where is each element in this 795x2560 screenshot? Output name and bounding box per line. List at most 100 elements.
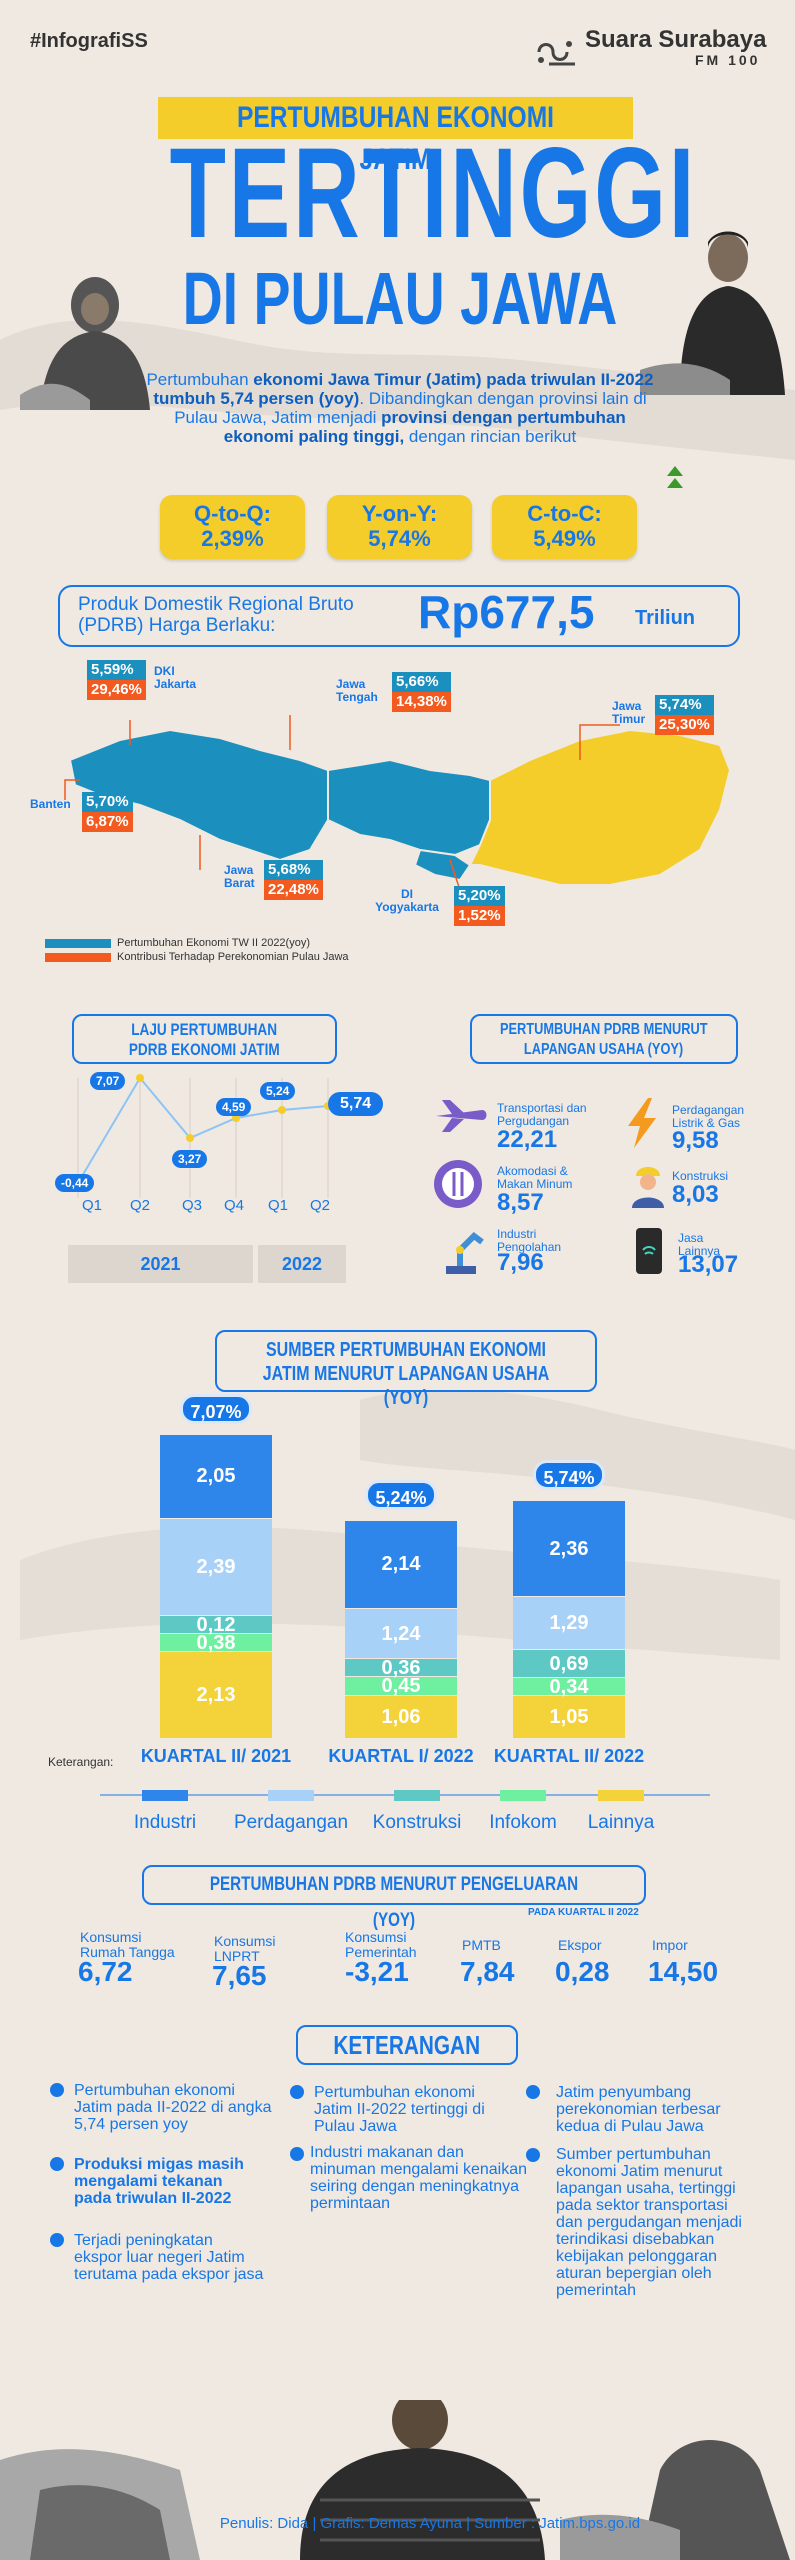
laju-quarter-label: Q4: [224, 1197, 245, 1214]
map-name-jateng: Jawa Tengah: [336, 677, 378, 704]
growth-yony-pill: Y-on-Y: 5,74%: [327, 495, 472, 559]
title-bottom: DI PULAU JAWA: [182, 257, 618, 340]
note-bullet: [50, 2233, 64, 2247]
spending-name: PMTB: [462, 1937, 501, 1953]
note-text: Pertumbuhan ekonomi Jatim II-2022 tertin…: [314, 2084, 485, 2135]
laju-line: [77, 1076, 329, 1184]
laju-value-badge: 7,07: [90, 1072, 126, 1090]
spending-name: Konsumsi Pemerintah: [345, 1929, 417, 1960]
note-text: Terjadi peningkatan ekspor luar negeri J…: [74, 2232, 264, 2283]
brand-name: Suara Surabaya: [585, 26, 767, 53]
note-text: Sumber pertumbuhan ekonomi Jatim menurut…: [556, 2146, 742, 2299]
spending-value: 14,50: [648, 1956, 719, 1987]
spending-name: Konsumsi LNPRT: [214, 1933, 276, 1964]
keterangan-section-title: KETERANGAN: [296, 2025, 518, 2065]
brand-frequency: FM 100: [695, 52, 761, 68]
laju-section-title: LAJU PERTUMBUHAN PDRB EKONOMI JATIM: [72, 1014, 337, 1064]
sector-name: Industri Pengolahan: [497, 1227, 562, 1254]
spending-value: 7,84: [460, 1956, 515, 1987]
double-up-arrow-icon: [667, 466, 683, 488]
spending-name: Ekspor: [558, 1937, 602, 1953]
laju-point: [278, 1106, 286, 1114]
map-label-jatim: 5,74% 25,30%: [655, 695, 714, 735]
pdrb-box: [58, 585, 740, 647]
note-text: Pertumbuhan ekonomi Jatim pada II-2022 d…: [74, 2082, 272, 2133]
map-name-diy: DI Yogyakarta: [375, 887, 439, 914]
suara-surabaya-logo-icon: [537, 41, 575, 66]
utensils-icon: [434, 1160, 482, 1208]
woman-photo-illustration: [20, 277, 150, 410]
legend-swatch-infokom: [500, 1790, 546, 1801]
laju-value-badge: -0,44: [55, 1174, 95, 1192]
spending-name: Impor: [652, 1937, 688, 1953]
intro-paragraph: Pertumbuhan ekonomi Jawa Timur (Jatim) p…: [146, 370, 654, 446]
map-label-banten: 5,70% 6,87%: [82, 792, 133, 832]
sector-name: Transportasi dan Pergudangan: [497, 1101, 587, 1128]
legend-label-infokom: Infokom: [489, 1812, 557, 1833]
sector-section-title: PERTUMBUHAN PDRB MENURUT LAPANGAN USAHA (…: [470, 1014, 738, 1064]
laju-quarter-label: Q2: [130, 1197, 151, 1214]
legend-label-perdagangan: Perdagangan: [233, 1812, 349, 1833]
airplane-icon: [436, 1100, 487, 1132]
pdrb-value: Rp677,5: [418, 586, 595, 638]
pengeluaran-section-title: PERTUMBUHAN PDRB MENURUT PENGELUARAN (YO…: [142, 1865, 646, 1931]
spending-value: 0,28: [555, 1956, 610, 1987]
map-label-jateng: 5,66% 14,38%: [392, 672, 451, 712]
credits-line: Penulis: Dida | Grafis: Demas Ayuna | Su…: [219, 2515, 641, 2532]
sector-name: Jasa Lainnya: [678, 1231, 721, 1258]
map-label-dki: 5,59% 29,46%: [87, 660, 146, 700]
java-island-map: [64, 715, 732, 891]
legend-swatch-industri: [142, 1790, 188, 1801]
spending-name: Konsumsi Rumah Tangga: [80, 1929, 175, 1960]
map-region-yogyakarta: [413, 848, 472, 882]
legend-swatch-teal: [45, 938, 111, 948]
title-main: TERTINGGI: [169, 122, 698, 265]
worker-icon: [632, 1167, 664, 1208]
sector-value: 22,21: [497, 1126, 558, 1153]
pdrb-unit: Triliun: [635, 607, 695, 629]
note-bullet: [50, 2157, 64, 2171]
note-text: Industri makanan dan minuman mengalami k…: [310, 2144, 527, 2212]
spending-value: 6,72: [78, 1956, 133, 1987]
laju-value-badge: 3,27: [172, 1150, 208, 1168]
year-2022-bar: 2022: [258, 1245, 346, 1283]
laju-point: [232, 1114, 240, 1122]
robot-arm-icon: [446, 1232, 484, 1274]
hashtag: #InfografiSS: [30, 30, 148, 52]
sector-value: 13,07: [678, 1251, 739, 1278]
note-bullet: [526, 2085, 540, 2099]
sector-value: 9,58: [672, 1127, 719, 1154]
laju-point: [136, 1074, 144, 1082]
laju-quarter-label: Q1: [82, 1197, 103, 1214]
note-bullet: [526, 2148, 540, 2162]
lightning-icon: [628, 1098, 656, 1148]
growth-qtoq-pill: Q-to-Q: 2,39%: [160, 495, 305, 559]
map-region-central-java: [327, 758, 491, 857]
sector-value: 7,96: [497, 1249, 544, 1276]
map-name-jabar: Jawa Barat: [224, 863, 255, 890]
title-top: PERTUMBUHAN EKONOMI JATIM: [236, 101, 555, 176]
legend-label-konstruksi: Konstruksi: [372, 1812, 462, 1833]
map-label-diy: 5,20% 1,52%: [454, 886, 505, 926]
pdrb-label: Produk Domestik Regional Bruto (PDRB) Ha…: [78, 594, 354, 636]
legend-swatch-lainnya: [598, 1790, 644, 1801]
pengeluaran-subtitle: PADA KUARTAL II 2022: [528, 1907, 639, 1918]
sector-value: 8,57: [497, 1189, 544, 1216]
spending-value: 7,65: [212, 1960, 267, 1991]
note-bullet: [290, 2147, 304, 2161]
sector-name: Akomodasi & Makan Minum: [497, 1164, 573, 1191]
laju-value-badge-latest: 5,74: [328, 1092, 384, 1116]
man-photo-illustration: [640, 231, 785, 395]
map-name-jatim: Jawa Timur: [612, 699, 646, 726]
title-banner: PERTUMBUHAN EKONOMI JATIM: [158, 97, 633, 176]
sumber-section-title: SUMBER PERTUMBUHAN EKONOMI JATIM MENURUT …: [215, 1330, 597, 1409]
legend-swatch-konstruksi: [394, 1790, 440, 1801]
legend-swatch-orange: [45, 952, 111, 962]
sector-name: Konstruksi: [672, 1169, 729, 1183]
phone-wifi-icon: [636, 1228, 662, 1274]
note-bullet: [290, 2085, 304, 2099]
note-text: Produksi migas masih mengalami tekanan p…: [74, 2156, 244, 2207]
map-region-east-java: [468, 728, 732, 886]
laju-value-badge: 4,59: [216, 1098, 252, 1116]
laju-value-badge: 5,24: [260, 1082, 296, 1100]
